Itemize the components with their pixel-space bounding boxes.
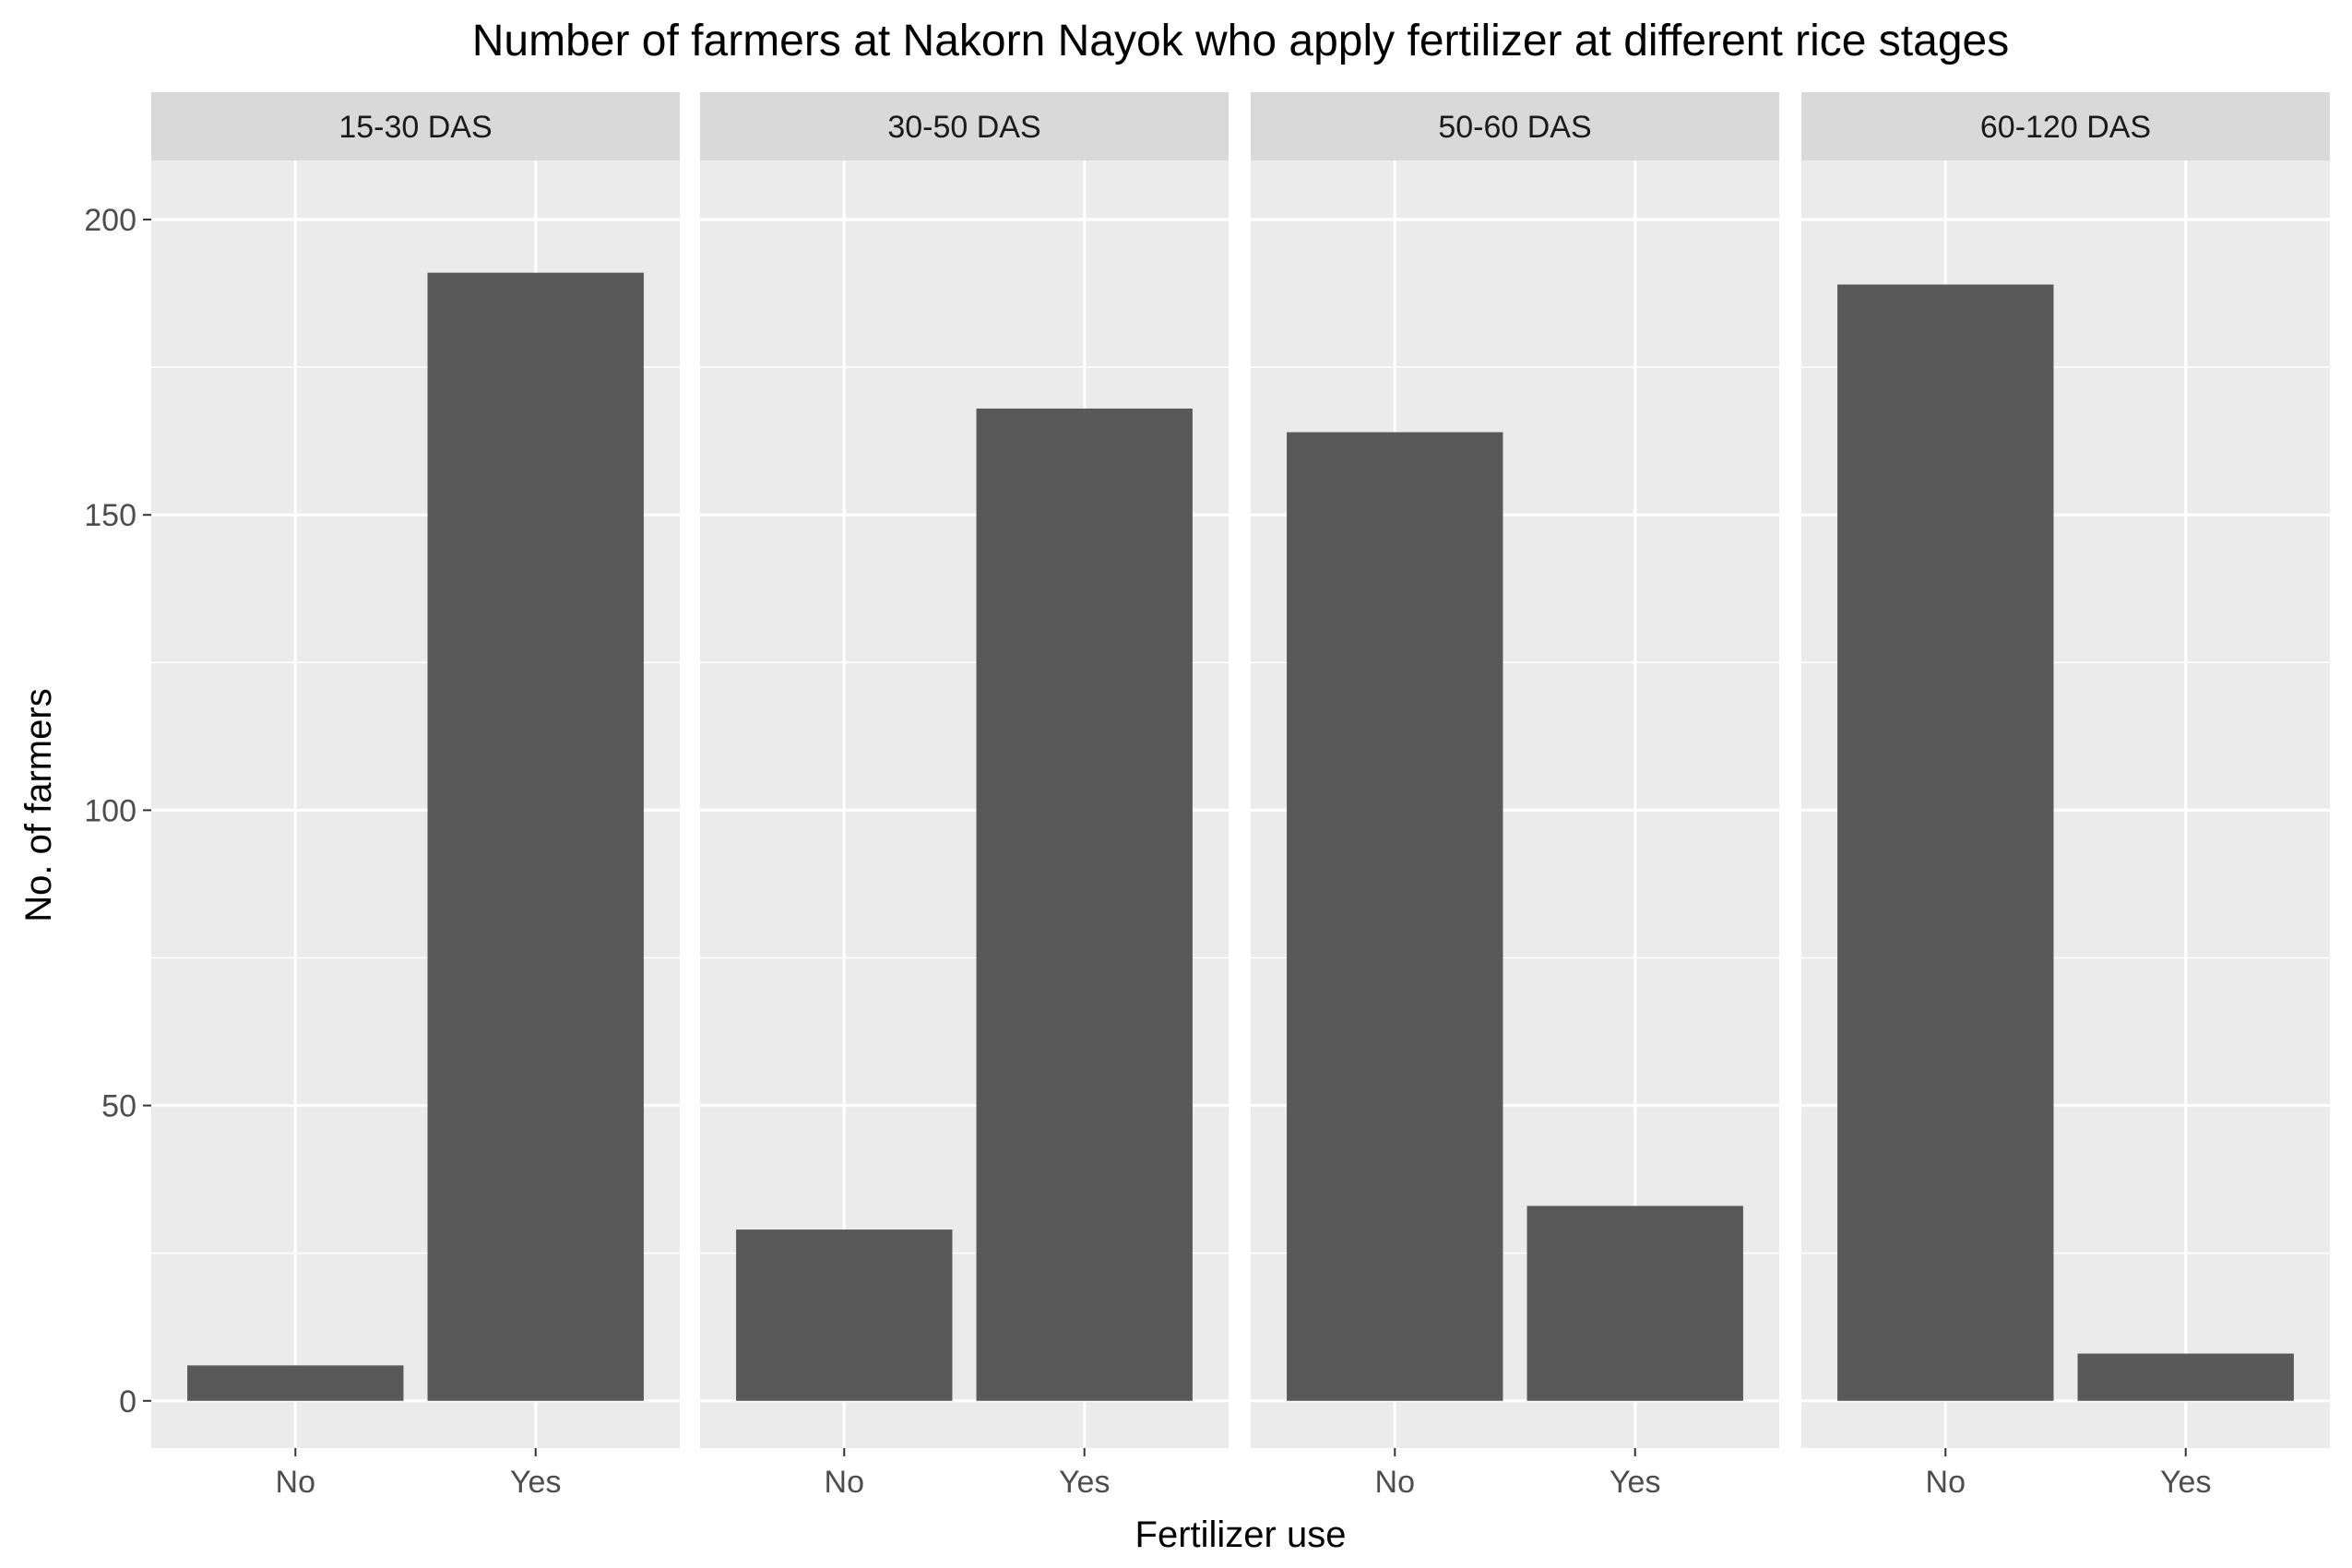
facet-panel: 50-60 DAS No Yes — [1251, 92, 1779, 1500]
y-axis: 0 50 100 150 200 — [84, 203, 151, 1420]
y-tick-label: 50 — [101, 1089, 137, 1124]
y-tick-label: 150 — [84, 498, 137, 533]
facet-panel: 15-30 DAS No Yes — [151, 92, 680, 1500]
x-tick-label: No — [276, 1465, 315, 1500]
x-tick-label: No — [1926, 1465, 1966, 1500]
facet-panel: 60-120 DAS No Yes — [1801, 92, 2330, 1500]
facet-strip — [700, 92, 1229, 160]
facet-strip-label: 50-60 DAS — [1438, 110, 1591, 145]
chart-title: Number of farmers at Nakorn Nayok who ap… — [472, 17, 2009, 65]
facet-strip — [1801, 92, 2330, 160]
x-axis-title: Fertilizer use — [1135, 1515, 1347, 1555]
facet-strip-label: 30-50 DAS — [887, 110, 1040, 145]
y-tick-label: 0 — [119, 1384, 137, 1420]
x-tick-label: Yes — [1610, 1465, 1660, 1500]
bar-no — [1837, 284, 2054, 1401]
y-tick-label: 100 — [84, 793, 137, 828]
facet-strip-label: 15-30 DAS — [339, 110, 492, 145]
facet-panel: 30-50 DAS No Yes — [700, 92, 1229, 1500]
facet-strip — [1251, 92, 1779, 160]
bar-no — [1287, 432, 1503, 1401]
bar-yes — [427, 272, 644, 1401]
x-tick-label: Yes — [2160, 1465, 2211, 1500]
bar-no — [187, 1365, 404, 1401]
bar-yes — [2077, 1353, 2294, 1401]
x-tick-label: Yes — [510, 1465, 561, 1500]
bar-yes — [976, 408, 1193, 1401]
facet-strip-label: 60-120 DAS — [1980, 110, 2151, 145]
bar-yes — [1526, 1206, 1743, 1401]
y-tick-label: 200 — [84, 203, 137, 238]
x-tick-label: No — [1375, 1465, 1415, 1500]
x-tick-label: No — [825, 1465, 864, 1500]
facet-strip — [151, 92, 680, 160]
x-tick-label: Yes — [1059, 1465, 1110, 1500]
bar-no — [736, 1229, 953, 1401]
y-axis-title: No. of farmers — [18, 688, 59, 921]
facet-panels: 15-30 DAS No Yes 30-50 DAS No Yes 50-60 DAS No Y… — [151, 92, 2330, 1500]
